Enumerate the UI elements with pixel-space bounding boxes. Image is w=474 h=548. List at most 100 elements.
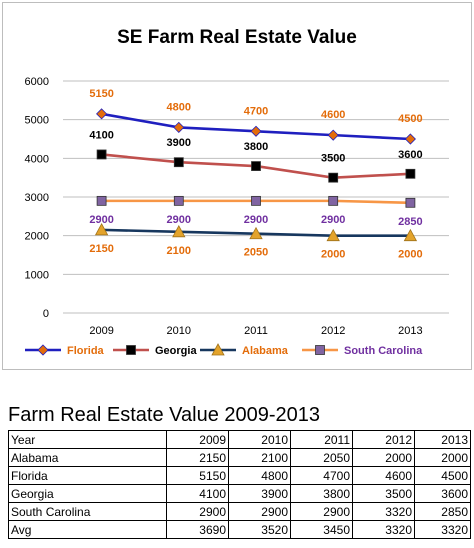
table-cell: 4600: [352, 466, 415, 485]
table-cell: 3800: [290, 484, 353, 503]
data-point: [250, 125, 262, 137]
legend-marker: [37, 344, 49, 356]
table-row: South Carolina 2900 2900 2900 3320 2850: [8, 502, 471, 521]
y-tick-label: 6000: [25, 76, 49, 88]
data-table-wrapper: Year 2009 2010 2011 2012 2013 Alabama 2150 2100 2…: [8, 430, 471, 539]
table-row: Georgia 4100 3900 3800 3500 3600: [8, 484, 471, 503]
data-label: 4500: [398, 113, 422, 125]
y-tick-label: 4000: [25, 153, 49, 165]
table-cell: Alabama: [8, 448, 167, 467]
data-point: [96, 195, 107, 206]
data-label: 3500: [321, 153, 345, 165]
data-label: 2900: [167, 214, 191, 226]
data-point: [327, 129, 339, 141]
x-tick-label: 2011: [244, 325, 268, 337]
data-table: Year 2009 2010 2011 2012 2013 Alabama 2150 2100 2…: [8, 430, 471, 539]
data-point: [172, 224, 186, 238]
data-point: [326, 228, 340, 242]
data-point: [173, 157, 184, 168]
data-label: 4700: [244, 105, 268, 117]
table-cell: 4500: [414, 466, 471, 485]
data-point: [328, 172, 339, 183]
legend-marker: [315, 345, 325, 355]
data-label: 2900: [89, 214, 113, 226]
y-tick-label: 3000: [25, 192, 49, 204]
table-cell: South Carolina: [8, 502, 167, 521]
table-cell: 3450: [290, 520, 353, 539]
data-label: 2100: [167, 245, 191, 257]
table-cell: 4100: [166, 484, 229, 503]
data-label: 2150: [89, 243, 113, 255]
chart-title: SE Farm Real Estate Value: [117, 27, 357, 48]
legend-label: Alabama: [242, 345, 289, 357]
data-point: [405, 168, 416, 179]
data-point: [96, 108, 108, 120]
table-cell: 3900: [228, 484, 291, 503]
table-cell: 2012: [352, 430, 415, 449]
table-row: Alabama 2150 2100 2050 2000 2000: [8, 448, 471, 467]
table-cell: 3520: [228, 520, 291, 539]
x-tick-label: 2010: [167, 325, 191, 337]
table-cell: Year: [8, 430, 167, 449]
data-label: 3600: [398, 149, 422, 161]
table-cell: 3320: [414, 520, 471, 539]
table-cell: Georgia: [8, 484, 167, 503]
y-tick-label: 0: [43, 308, 49, 320]
data-label: 2850: [398, 216, 422, 228]
table-cell: 2000: [414, 448, 471, 467]
data-label: 4800: [167, 101, 191, 113]
line-chart-panel: SE Farm Real Estate Value 0 1000 2000 3000 40…: [2, 2, 472, 370]
data-point: [403, 228, 418, 242]
x-tick-label: 2013: [398, 325, 422, 337]
legend-marker: [126, 345, 136, 355]
legend-label: Florida: [67, 345, 105, 357]
data-point: [328, 195, 339, 206]
table-row: Florida 5150 4800 4700 4600 4500: [8, 466, 471, 485]
x-tick-label: 2009: [89, 325, 113, 337]
table-cell: 3500: [352, 484, 415, 503]
table-cell: 3320: [352, 502, 415, 521]
table-cell: Avg: [8, 520, 167, 539]
data-point: [173, 195, 184, 206]
data-label: 3900: [167, 137, 191, 149]
data-point: [251, 161, 261, 171]
table-cell: 2009: [166, 430, 229, 449]
legend-label: South Carolina: [344, 345, 423, 357]
data-point: [94, 223, 109, 236]
table-cell: Florida: [8, 466, 167, 485]
line-chart: SE Farm Real Estate Value 0 1000 2000 3000 40…: [25, 27, 449, 357]
data-label: 4600: [321, 109, 345, 121]
data-label: 2000: [398, 249, 422, 261]
data-label: 2050: [244, 247, 268, 259]
table-cell: 2050: [290, 448, 353, 467]
data-point: [173, 121, 185, 133]
table-cell: 3600: [414, 484, 471, 503]
data-label: 5150: [89, 88, 113, 100]
data-label: 2900: [321, 214, 345, 226]
table-cell: 5150: [166, 466, 229, 485]
data-label: 2900: [244, 214, 268, 226]
data-point: [405, 197, 416, 208]
table-cell: 2850: [414, 502, 471, 521]
table-cell: 4800: [228, 466, 291, 485]
table-cell: 2000: [352, 448, 415, 467]
table-cell: 2100: [228, 448, 291, 467]
data-point: [96, 149, 107, 160]
y-tick-label: 2000: [25, 231, 49, 243]
data-point: [251, 195, 261, 206]
table-cell: 2900: [290, 502, 353, 521]
table-row: Avg 3690 3520 3450 3320 3320: [8, 520, 471, 539]
table-title: Farm Real Estate Value 2009-2013: [8, 404, 321, 426]
data-label: 2000: [321, 249, 345, 261]
x-tick-label: 2012: [321, 325, 345, 337]
y-tick-label: 5000: [25, 115, 49, 127]
legend-label: Georgia: [155, 345, 197, 357]
data-point: [249, 226, 263, 240]
table-cell: 2013: [414, 430, 471, 449]
table-cell: 2010: [228, 430, 291, 449]
data-point: [404, 133, 416, 145]
table-cell: 3690: [166, 520, 229, 539]
data-label: 3800: [244, 141, 268, 153]
table-header-row: Year 2009 2010 2011 2012 2013: [8, 430, 471, 449]
table-cell: 4700: [290, 466, 353, 485]
